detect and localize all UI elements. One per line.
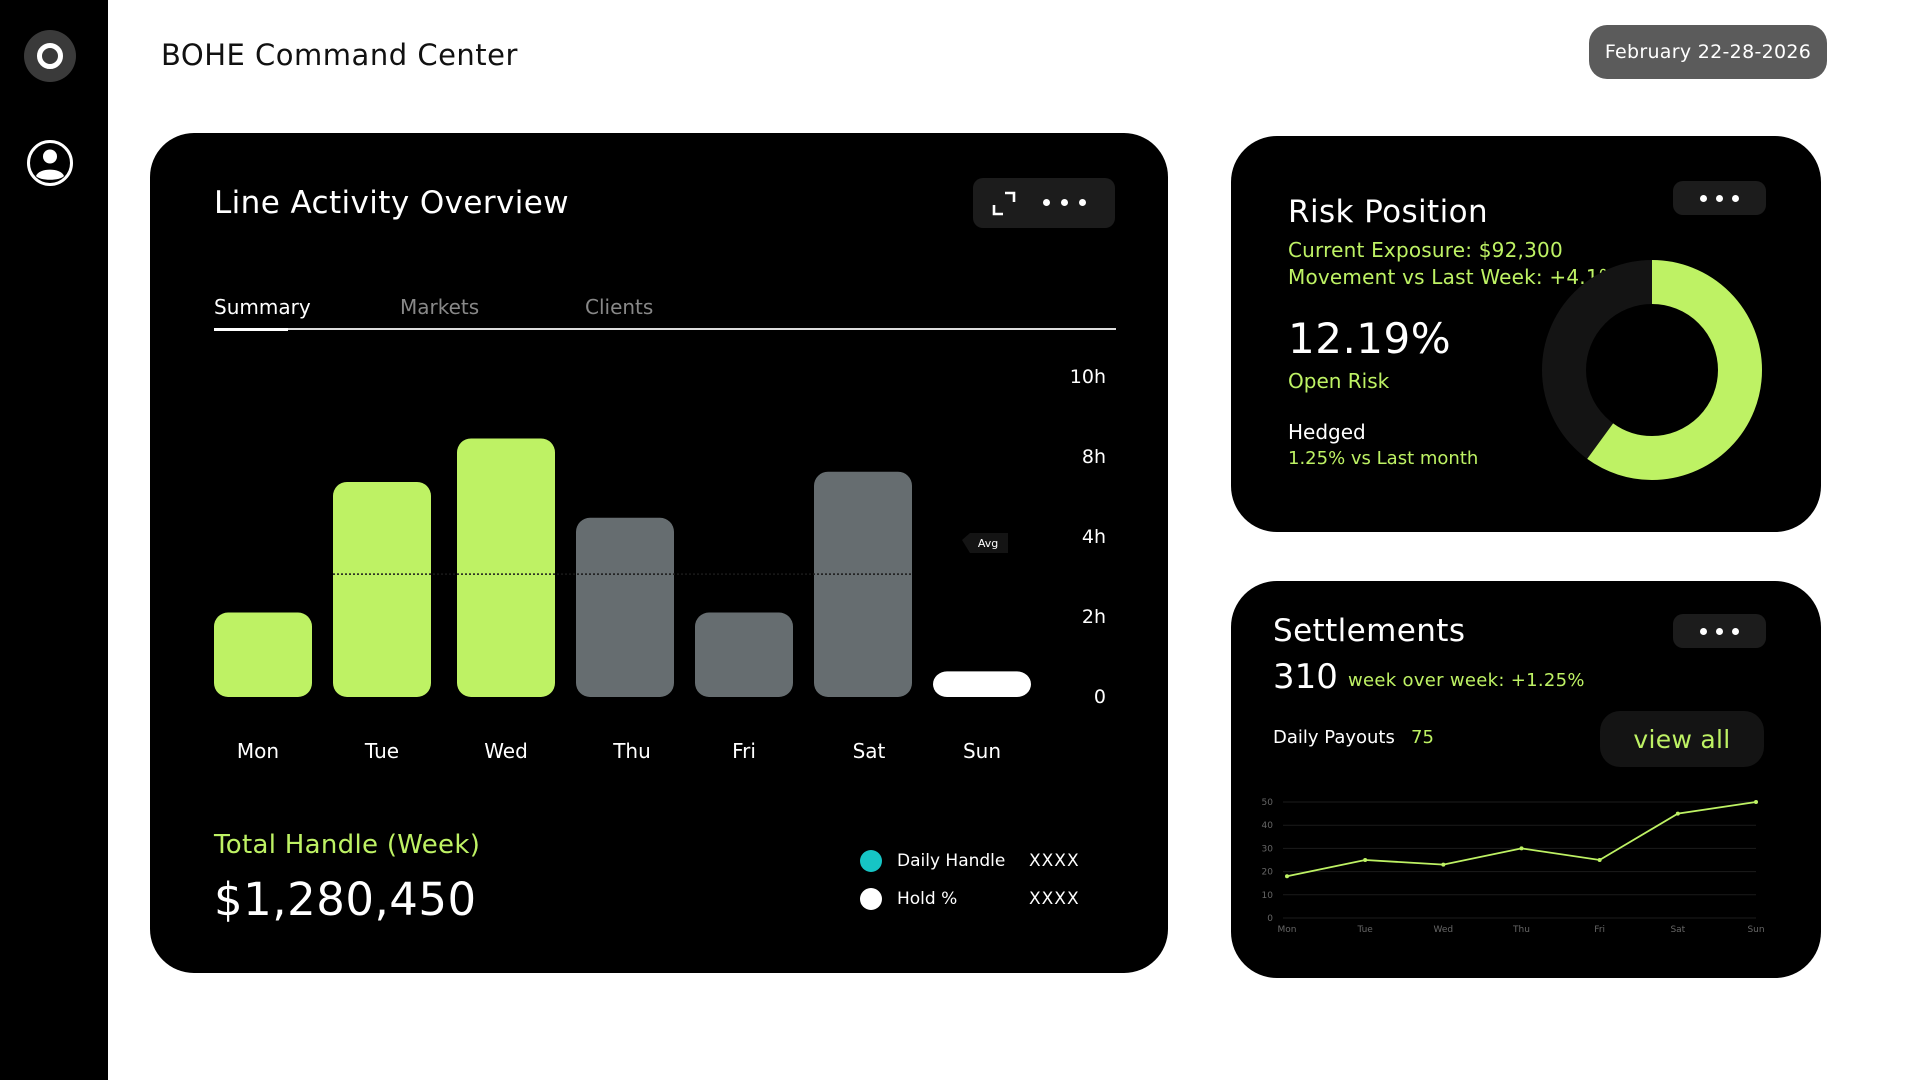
bar-sun[interactable]: [933, 671, 1031, 697]
more-dot-icon: [1716, 194, 1723, 202]
risk-position-card: Risk Position Current Exposure: $92,300 …: [1231, 136, 1821, 532]
x-tick-label: Sun: [963, 739, 1001, 763]
more-dot-icon: [1043, 199, 1050, 206]
tab-clients[interactable]: Clients: [585, 295, 654, 319]
tab-markets[interactable]: Markets: [400, 295, 480, 319]
app-title: BOHE Command Center: [161, 38, 518, 72]
bar-fri[interactable]: [695, 612, 793, 697]
y-tick-label: 50: [1262, 798, 1274, 808]
x-tick-label: Sun: [1747, 925, 1764, 935]
more-options-button[interactable]: [1673, 181, 1766, 215]
more-dot-icon: [1700, 194, 1707, 202]
risk-title: Risk Position: [1288, 194, 1489, 230]
settlements-card: Settlements 310 week over week: +1.25% D…: [1231, 581, 1821, 978]
donut-arc: [1542, 260, 1762, 480]
legend-item-hold: Hold % XXXX: [860, 887, 1080, 911]
x-tick-label: Mon: [1278, 925, 1297, 935]
current-exposure: Current Exposure: $92,300: [1288, 238, 1563, 262]
settlements-series-line: [1286, 801, 1757, 878]
active-tab-indicator: [214, 328, 288, 331]
daily-payouts-value: 75: [1411, 727, 1434, 748]
y-tick-label: 30: [1262, 844, 1274, 854]
y-tick-label: 0: [1267, 914, 1273, 924]
legend-value: XXXX: [1029, 851, 1080, 871]
data-point[interactable]: [1285, 874, 1289, 879]
bar-chart: Mon Tue Wed Thu Fri Sat Sun Avg 0 2h 4h 8h 10h: [214, 366, 1106, 763]
settlements-title: Settlements: [1273, 613, 1466, 649]
card-toolbar: [973, 178, 1115, 228]
x-tick-label: Sat: [1670, 925, 1685, 935]
y-tick-label: 10: [1262, 891, 1274, 901]
hedged-label: Hedged: [1288, 420, 1366, 444]
more-dot-icon: [1061, 199, 1068, 206]
data-point[interactable]: [1519, 846, 1524, 851]
more-options-button[interactable]: [1673, 614, 1766, 648]
y-tick-label: 4h: [1082, 526, 1106, 548]
x-tick-label: Wed: [484, 739, 528, 763]
avg-marker-shape: [962, 533, 1008, 553]
y-tick-label: 0: [1094, 686, 1106, 708]
daily-payouts-label: Daily Payouts: [1273, 727, 1395, 748]
x-tick-label: Tue: [1356, 925, 1373, 935]
legend-label: Hold %: [897, 889, 958, 909]
date-range-button[interactable]: February 22-28-2026: [1589, 25, 1827, 79]
more-options-button[interactable]: [1043, 199, 1086, 206]
data-point[interactable]: [1754, 800, 1758, 804]
y-tick-label: 20: [1262, 868, 1274, 878]
line-activity-card: Line Activity Overview Summary Markets C…: [150, 133, 1168, 973]
tab-summary[interactable]: Summary: [214, 295, 311, 319]
avg-label: Avg: [978, 537, 998, 550]
more-dot-icon: [1732, 194, 1739, 202]
legend-value: XXXX: [1029, 889, 1080, 909]
legend-label: Daily Handle: [897, 851, 1006, 871]
x-tick-label: Mon: [237, 739, 279, 763]
data-point[interactable]: [1441, 862, 1446, 867]
open-risk-label: Open Risk: [1288, 369, 1390, 393]
logo-ring-icon[interactable]: [24, 30, 76, 82]
x-tick-label: Fri: [1594, 925, 1605, 935]
avg-marker: Avg: [962, 533, 1008, 553]
bar-wed[interactable]: [457, 438, 555, 697]
more-dot-icon: [1732, 627, 1739, 635]
more-dot-icon: [1716, 627, 1723, 635]
legend-dot-icon: [860, 850, 882, 872]
open-risk-percent: 12.19%: [1288, 314, 1452, 363]
x-tick-label: Thu: [612, 739, 651, 763]
x-tick-label: Tue: [364, 739, 399, 763]
settlements-count: 310: [1273, 657, 1338, 697]
total-handle-value: $1,280,450: [214, 873, 477, 926]
legend-dot-icon: [860, 888, 882, 910]
risk-donut-chart: [1542, 260, 1762, 480]
x-tick-label: Sat: [853, 739, 886, 763]
sidebar: [0, 0, 108, 1080]
line-activity-title: Line Activity Overview: [214, 185, 569, 221]
expand-icon[interactable]: [987, 185, 1023, 221]
x-tick-label: Fri: [732, 739, 756, 763]
more-dot-icon: [1700, 627, 1707, 635]
data-point[interactable]: [1597, 858, 1602, 862]
y-tick-label: 2h: [1082, 606, 1106, 628]
x-tick-label: Wed: [1434, 925, 1454, 935]
bar-mon[interactable]: [214, 612, 312, 697]
y-tick-label: 10h: [1070, 366, 1106, 388]
total-handle-label: Total Handle (Week): [214, 830, 481, 860]
y-tick-label: 40: [1262, 821, 1274, 831]
settlements-wow: week over week: +1.25%: [1348, 670, 1585, 691]
bar-sat[interactable]: [814, 471, 912, 697]
bar-tue[interactable]: [333, 481, 431, 697]
data-point[interactable]: [1363, 858, 1368, 862]
view-all-button[interactable]: view all: [1600, 711, 1764, 767]
tab-bar: Summary Markets Clients: [214, 295, 1116, 331]
y-tick-label: 8h: [1082, 446, 1106, 468]
data-point[interactable]: [1675, 811, 1680, 816]
settlements-line-chart: 0 10 20 30 40 50 Mon Tue Wed Thu Fri Sat Sun: [1262, 798, 1765, 935]
legend-item-daily-handle: Daily Handle XXXX: [860, 849, 1080, 873]
user-profile-icon[interactable]: [26, 139, 74, 187]
bar-thu[interactable]: [576, 517, 674, 697]
movement-vs-last-week: Movement vs Last Week: +4.1%: [1288, 265, 1618, 289]
hedged-subtext: 1.25% vs Last month: [1288, 448, 1479, 469]
x-tick-label: Thu: [1512, 925, 1530, 935]
more-dot-icon: [1079, 199, 1086, 206]
